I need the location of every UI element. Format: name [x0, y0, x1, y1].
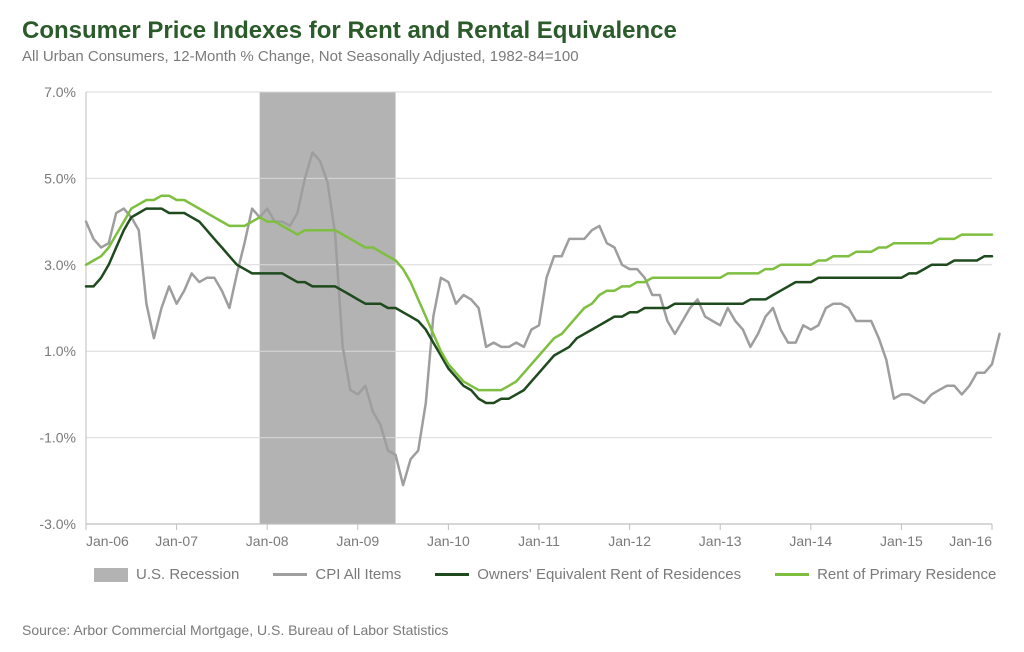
y-tick-label: -1.0%: [39, 430, 76, 446]
legend-label: Owners' Equivalent Rent of Residences: [477, 566, 741, 583]
legend-label: U.S. Recession: [136, 566, 239, 583]
legend-item: Owners' Equivalent Rent of Residences: [435, 566, 741, 583]
x-tick-label: Jan-07: [155, 533, 198, 549]
x-tick-label: Jan-13: [699, 533, 742, 549]
legend-label: Rent of Primary Residence: [817, 566, 996, 583]
x-tick-label: Jan-09: [336, 533, 379, 549]
legend-swatch-line: [435, 573, 469, 576]
x-tick-label: Jan-12: [608, 533, 651, 549]
legend-swatch-line: [273, 573, 307, 576]
y-tick-label: 1.0%: [44, 344, 76, 360]
x-tick-label: Jan-10: [427, 533, 470, 549]
x-tick-label: Jan-11: [518, 533, 560, 549]
legend-swatch-line: [775, 573, 809, 576]
legend-item: U.S. Recession: [94, 566, 239, 583]
legend-label: CPI All Items: [315, 566, 401, 583]
legend-item: CPI All Items: [273, 566, 401, 583]
y-tick-label: -3.0%: [39, 516, 76, 532]
y-tick-label: 3.0%: [44, 257, 76, 273]
chart-subtitle: All Urban Consumers, 12-Month % Change, …: [22, 48, 1002, 66]
y-tick-label: 5.0%: [44, 171, 76, 187]
x-tick-label: Jan-14: [789, 533, 832, 549]
chart-legend: U.S. Recession CPI All Items Owners' Equiv…: [22, 566, 1002, 583]
legend-item: Rent of Primary Residence: [775, 566, 996, 583]
y-tick-label: 7.0%: [44, 84, 76, 100]
recession-band: [260, 92, 396, 524]
chart-source: Source: Arbor Commercial Mortgage, U.S. …: [22, 622, 448, 638]
x-tick-label: Jan-15: [880, 533, 923, 549]
legend-swatch-rect: [94, 568, 128, 582]
chart-container: Consumer Price Indexes for Rent and Rent…: [0, 0, 1024, 652]
chart-title: Consumer Price Indexes for Rent and Rent…: [22, 18, 1002, 44]
x-tick-label: Jan-08: [246, 533, 289, 549]
chart-plot-area: -3.0% -1.0% 1.0% 3.0% 5.0% 7.0% Jan-06 Jan-07 Ja…: [22, 84, 1002, 552]
chart-svg: -3.0% -1.0% 1.0% 3.0% 5.0% 7.0% Jan-06 Jan-07 Ja…: [22, 84, 1002, 552]
x-tick-label: Jan-06: [86, 533, 129, 549]
x-tick-label: Jan-16: [949, 533, 992, 549]
